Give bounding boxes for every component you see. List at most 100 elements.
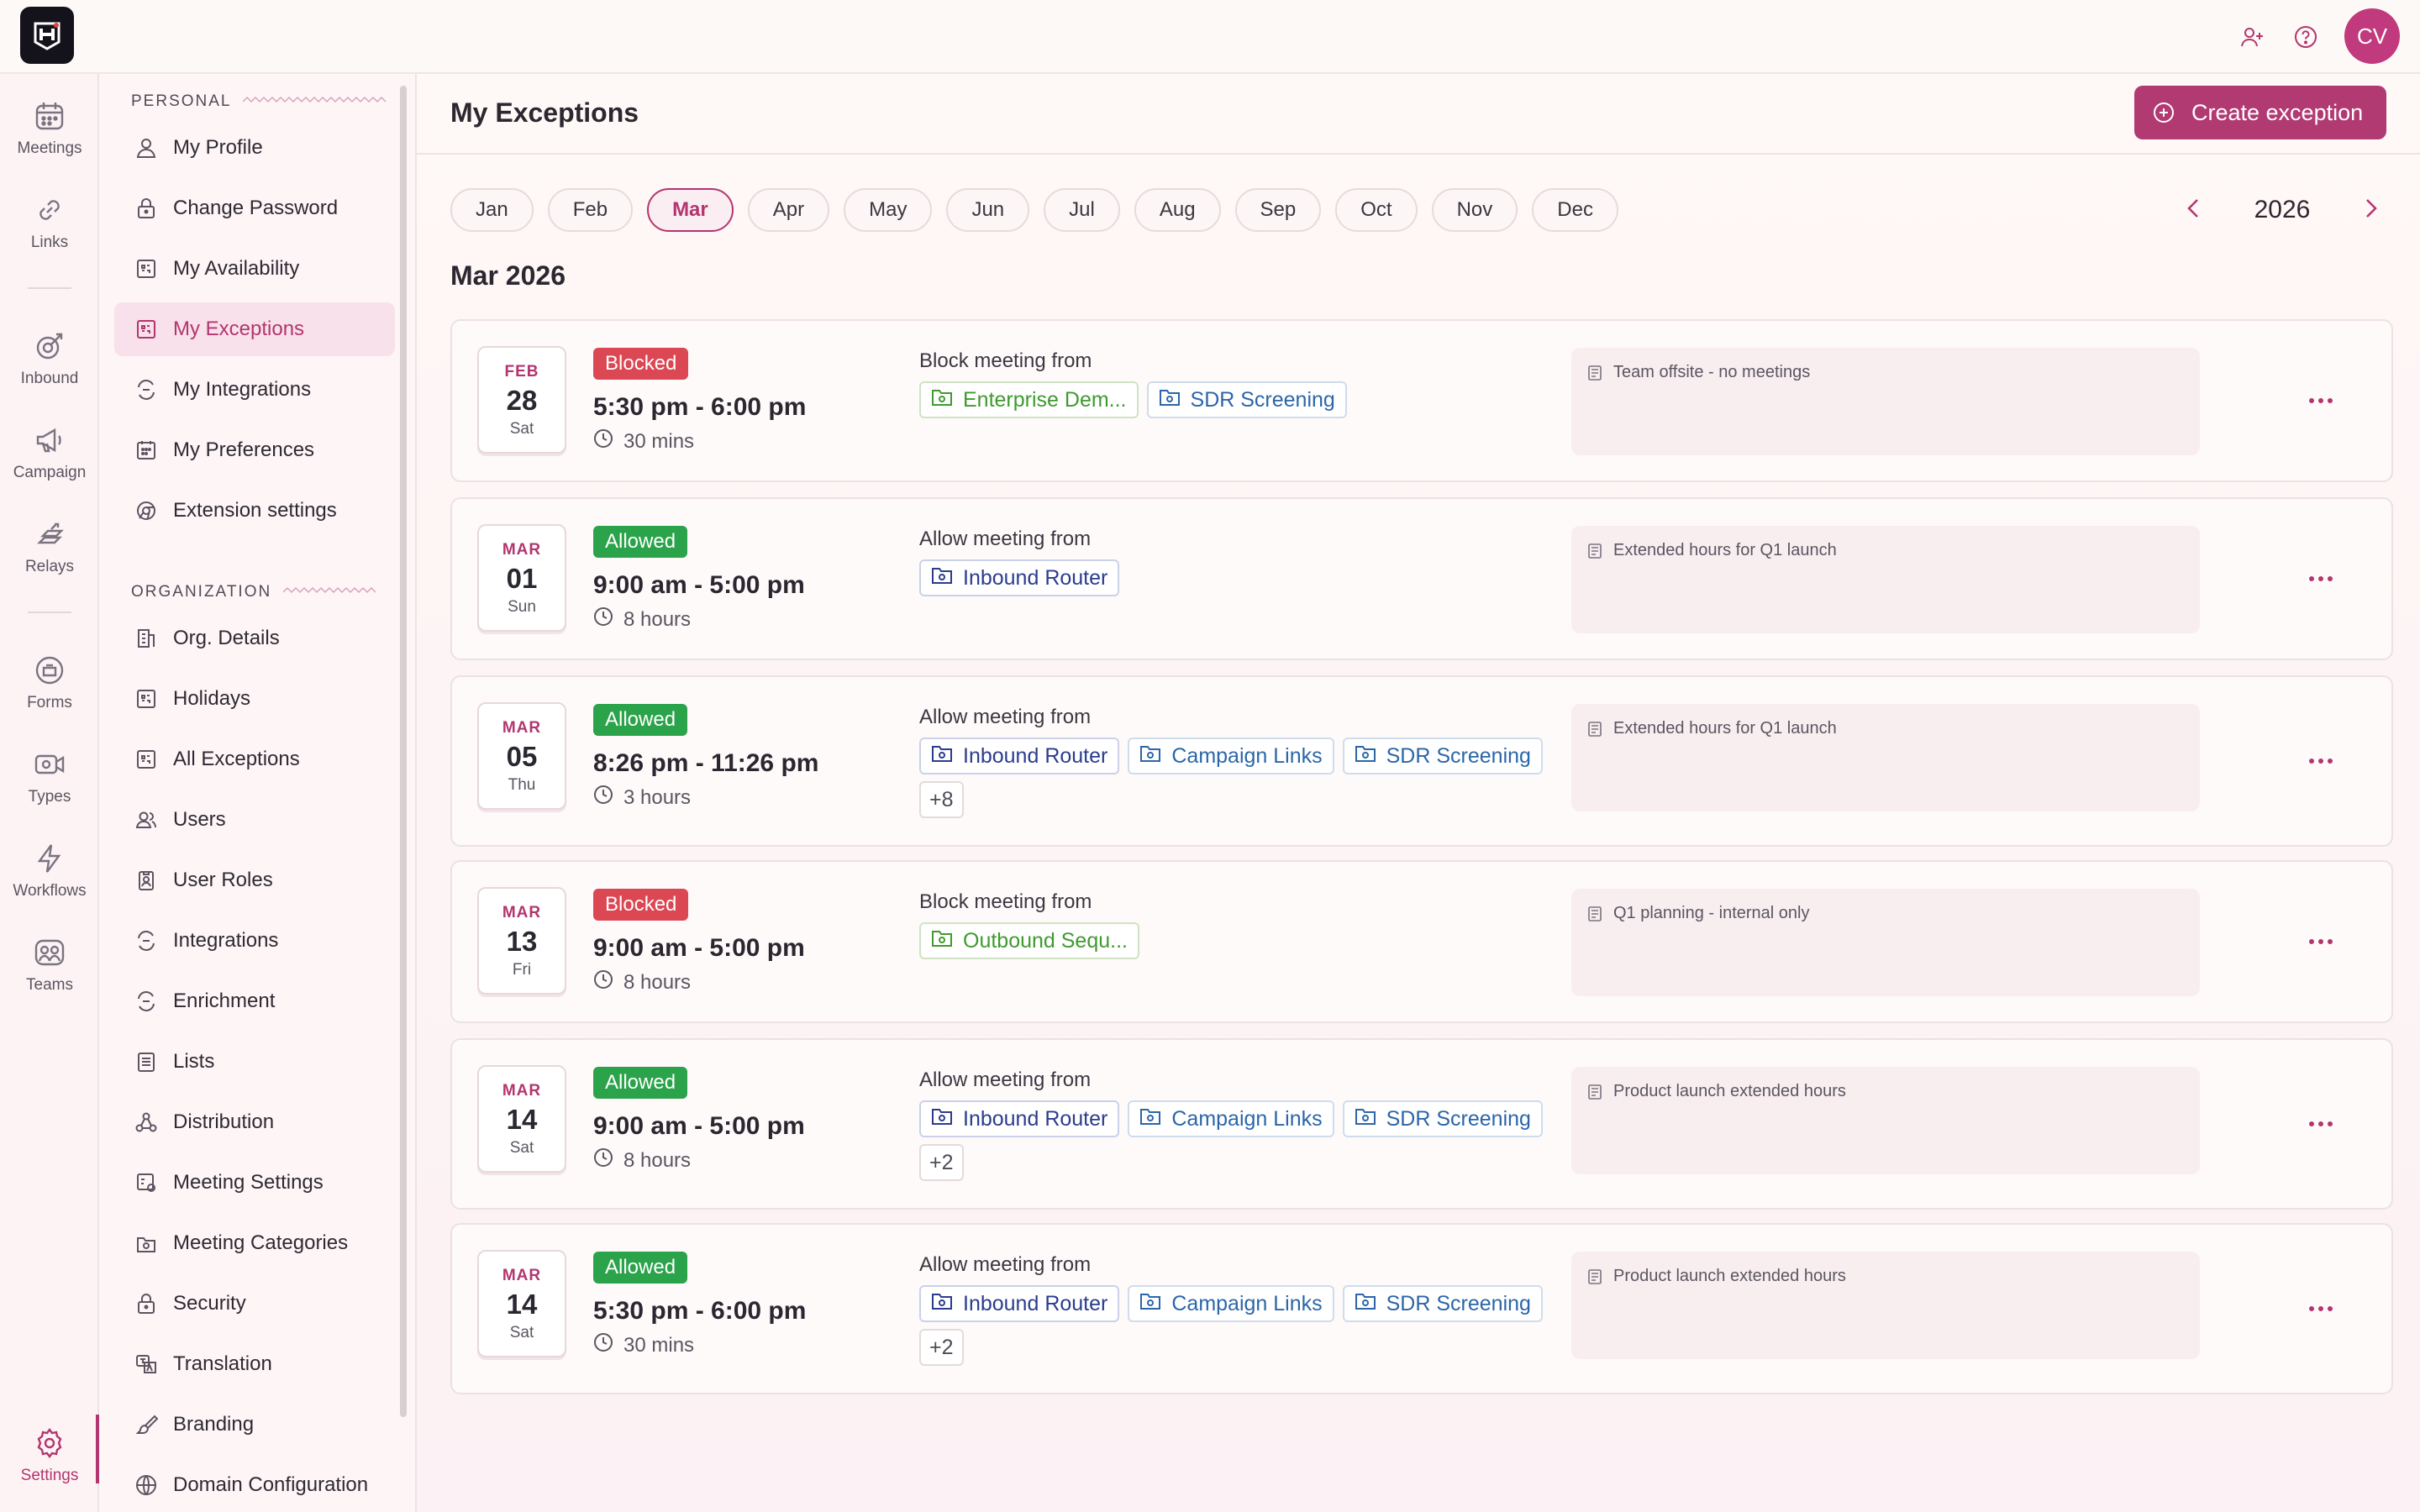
source-chip[interactable]: SDR Screening [1342,1285,1543,1322]
sidebar-item-my-exceptions[interactable]: My Exceptions [114,302,395,356]
month-sep[interactable]: Sep [1234,188,1322,232]
exception-card[interactable]: MAR 13 Fri Blocked 9:00 am - 5:00 pm 8 hours B… [450,860,2393,1023]
rail-item-campaign[interactable]: Campaign [0,412,99,496]
more-options-icon[interactable] [2301,1107,2341,1141]
month-feb[interactable]: Feb [547,188,634,232]
exception-card[interactable]: MAR 14 Sat Allowed 5:30 pm - 6:00 pm 30 mins A… [450,1223,2393,1394]
sidebar-item-my-profile[interactable]: My Profile [114,121,395,175]
sidebar-item-my-availability[interactable]: My Availability [114,242,395,296]
chevron-right-icon[interactable] [2358,196,2383,225]
more-options-icon[interactable] [2301,1292,2341,1326]
source-chip[interactable]: Campaign Links [1128,1100,1334,1137]
rail-item-relays[interactable]: Relays [0,506,99,590]
help-icon[interactable] [2289,20,2323,54]
month-dec[interactable]: Dec [1532,188,1618,232]
month-may[interactable]: May [844,188,933,232]
date-day: 13 [506,926,538,957]
top-bar: CV [0,0,2420,74]
month-jun[interactable]: Jun [946,188,1030,232]
create-exception-button[interactable]: Create exception [2134,86,2386,139]
exception-card[interactable]: MAR 01 Sun Allowed 9:00 am - 5:00 pm 8 hours A… [450,497,2393,660]
settings-sidebar: PERSONAL My Profile Change Password My A… [101,74,417,1512]
lock-icon [133,1290,160,1317]
month-oct[interactable]: Oct [1335,188,1418,232]
sidebar-item-my-integrations[interactable]: My Integrations [114,363,395,417]
rail-item-types[interactable]: Types [0,736,99,820]
note-text: Team offsite - no meetings [1613,363,1811,381]
rail-item-teams[interactable]: Teams [0,924,99,1008]
sidebar-item-meeting-settings[interactable]: Meeting Settings [114,1156,395,1210]
sidebar-item-lists[interactable]: Lists [114,1035,395,1089]
more-options-icon[interactable] [2301,562,2341,596]
sidebar-item-holidays[interactable]: Holidays [114,672,395,726]
source-chip[interactable]: Inbound Router [919,1100,1120,1137]
sidebar-item-enrichment[interactable]: Enrichment [114,974,395,1028]
rail-item-inbound[interactable]: Inbound [0,318,99,402]
chevron-left-icon[interactable] [2181,196,2207,225]
sidebar-item-branding[interactable]: Branding [114,1398,395,1452]
sidebar-item-change-password[interactable]: Change Password [114,181,395,235]
month-jul[interactable]: Jul [1044,188,1120,232]
source-chip[interactable]: SDR Screening [1146,381,1347,418]
source-chip[interactable]: Outbound Sequ... [919,922,1139,959]
more-options-icon[interactable] [2301,384,2341,417]
month-apr[interactable]: Apr [747,188,830,232]
more-sources-chip[interactable]: +2 [919,1144,964,1181]
sidebar-item-integrations[interactable]: Integrations [114,914,395,968]
exception-card[interactable]: MAR 05 Thu Allowed 8:26 pm - 11:26 pm 3 hours… [450,675,2393,847]
sidebar-item-all-exceptions[interactable]: All Exceptions [114,732,395,786]
source-chip[interactable]: Inbound Router [919,559,1120,596]
sidebar-item-meeting-categories[interactable]: Meeting Categories [114,1216,395,1270]
source-chip[interactable]: Enterprise Dem... [919,381,1139,418]
folder-icon [931,388,963,412]
sidebar-item-extension-settings[interactable]: Extension settings [114,484,395,538]
sidebar-item-domain-configuration[interactable]: Domain Configuration [114,1458,395,1512]
source-chip[interactable]: Inbound Router [919,1285,1120,1322]
duration: 8 hours [593,969,691,995]
exception-card[interactable]: FEB 28 Sat Blocked 5:30 pm - 6:00 pm 30 mins B… [450,319,2393,482]
rail-item-settings[interactable]: Settings [0,1415,99,1499]
folder-icon [931,1107,963,1131]
sidebar-scrollbar[interactable] [400,86,407,1417]
sidebar-item-security[interactable]: Security [114,1277,395,1331]
exception-card[interactable]: MAR 14 Sat Allowed 9:00 am - 5:00 pm 8 hours A… [450,1038,2393,1210]
time-range: 5:30 pm - 6:00 pm [593,1297,807,1325]
add-user-icon[interactable] [2235,20,2269,54]
source-chip[interactable]: SDR Screening [1342,1100,1543,1137]
date-month: MAR [502,541,542,559]
date-box: FEB 28 Sat [477,346,566,454]
month-aug[interactable]: Aug [1134,188,1221,232]
month-jan[interactable]: Jan [450,188,534,232]
app-logo[interactable] [20,7,74,64]
more-sources-chip[interactable]: +8 [919,781,964,818]
date-weekday: Fri [512,961,532,979]
date-day: 05 [506,741,538,772]
date-weekday: Sat [509,1139,534,1157]
month-nov[interactable]: Nov [1431,188,1518,232]
sidebar-item-org-details[interactable]: Org. Details [114,612,395,665]
avatar[interactable]: CV [2344,8,2400,64]
sidebar-item-user-roles[interactable]: User Roles [114,853,395,907]
date-day: 01 [506,563,538,594]
source-chip[interactable]: SDR Screening [1342,738,1543,774]
date-weekday: Sun [508,598,536,616]
clock-icon [593,606,623,633]
source-chip[interactable]: Inbound Router [919,738,1120,774]
more-options-icon[interactable] [2301,744,2341,778]
sidebar-item-users[interactable]: Users [114,793,395,847]
more-options-icon[interactable] [2301,925,2341,958]
rail-item-meetings[interactable]: Meetings [0,87,99,171]
date-day: 14 [506,1104,538,1135]
sidebar-item-translation[interactable]: Translation [114,1337,395,1391]
source-chips: Inbound Router Campaign Links SDR Screenin… [919,1100,1558,1188]
more-sources-chip[interactable]: +2 [919,1329,964,1366]
source-chip[interactable]: Campaign Links [1128,1285,1334,1322]
status-badge: Allowed [593,704,688,736]
rail-item-forms[interactable]: Forms [0,642,99,726]
source-chip[interactable]: Campaign Links [1128,738,1334,774]
sidebar-item-distribution[interactable]: Distribution [114,1095,395,1149]
sidebar-item-my-preferences[interactable]: My Preferences [114,423,395,477]
rail-item-links[interactable]: Links [0,181,99,265]
month-mar[interactable]: Mar [647,188,734,232]
rail-item-workflows[interactable]: Workflows [0,830,99,914]
